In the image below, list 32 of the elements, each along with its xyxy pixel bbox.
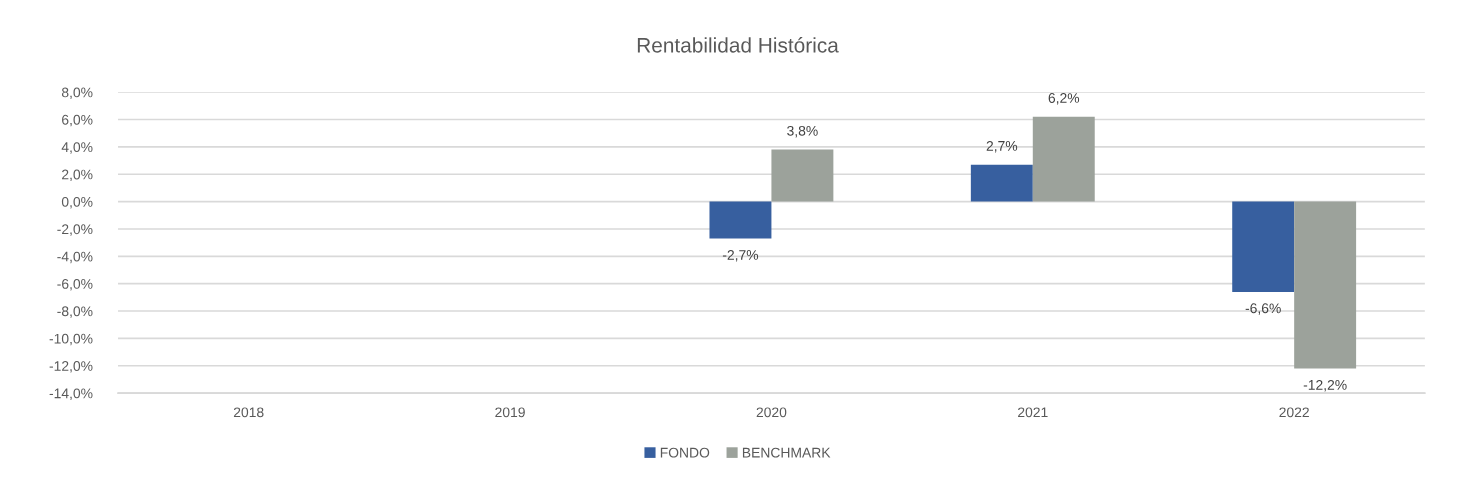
x-tick-label: 2018 <box>233 407 264 418</box>
data-label: 6,2% <box>1048 93 1080 105</box>
y-tick-label: 4,0% <box>61 142 93 154</box>
legend-label: BENCHMARK <box>742 447 831 458</box>
x-tick-label: 2022 <box>1279 407 1309 418</box>
y-tick-label: -6,0% <box>57 279 93 291</box>
y-tick-label: 0,0% <box>61 196 93 209</box>
chart-title: Rentabilidad Histórica <box>637 37 839 53</box>
y-tick-label: -14,0% <box>49 388 93 400</box>
x-tick-label: 2019 <box>495 407 525 418</box>
bar <box>1032 116 1095 202</box>
legend-label: FONDO <box>660 447 710 458</box>
data-label: -2,7% <box>722 250 759 262</box>
bar <box>709 201 772 239</box>
bar <box>970 164 1033 202</box>
data-label: -12,2% <box>1303 379 1347 392</box>
data-label: 2,7% <box>986 140 1018 153</box>
x-tick-label: 2021 <box>1018 407 1048 418</box>
y-tick-label: 6,0% <box>62 114 93 127</box>
y-tick-label: -10,0% <box>49 333 93 346</box>
y-tick-label: -2,0% <box>57 224 93 236</box>
y-tick-label: 8,0% <box>61 87 93 99</box>
data-label: -6,6% <box>1245 303 1281 315</box>
x-tick-label: 2020 <box>756 407 787 418</box>
bar <box>1294 201 1357 369</box>
data-label: 3,8% <box>787 125 818 138</box>
bar <box>1232 201 1295 292</box>
y-tick-label: -12,0% <box>49 361 93 373</box>
y-tick-label: 2,0% <box>62 169 93 182</box>
y-tick-label: -8,0% <box>57 306 93 318</box>
y-tick-label: -4,0% <box>57 251 93 264</box>
bar <box>771 149 834 202</box>
